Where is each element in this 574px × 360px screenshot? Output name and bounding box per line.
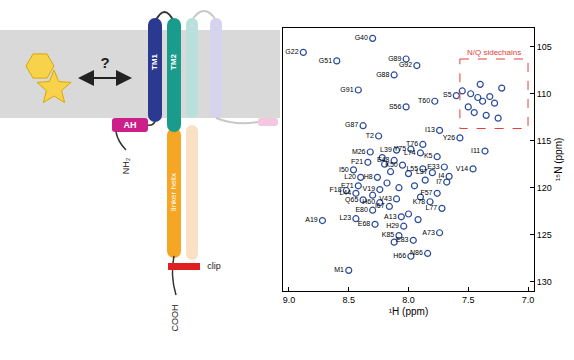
svg-text:G87: G87 bbox=[345, 121, 358, 128]
svg-text:H29: H29 bbox=[386, 222, 399, 229]
svg-text:I50: I50 bbox=[339, 166, 349, 173]
svg-text:H66: H66 bbox=[393, 252, 406, 259]
svg-text:M26: M26 bbox=[352, 148, 366, 155]
svg-text:¹H (ppm): ¹H (ppm) bbox=[389, 306, 428, 317]
svg-text:S56: S56 bbox=[389, 103, 402, 110]
svg-text:TM1: TM1 bbox=[150, 53, 159, 70]
svg-text:T60: T60 bbox=[418, 97, 430, 104]
svg-text:?: ? bbox=[100, 54, 109, 71]
svg-text:A73: A73 bbox=[422, 229, 435, 236]
svg-text:K78: K78 bbox=[413, 198, 426, 205]
svg-text:7.5: 7.5 bbox=[462, 295, 475, 305]
svg-text:V43: V43 bbox=[379, 195, 392, 202]
svg-text:I13: I13 bbox=[425, 126, 435, 133]
svg-text:V14: V14 bbox=[456, 165, 469, 172]
svg-text:L23: L23 bbox=[339, 214, 351, 221]
svg-text:H8: H8 bbox=[364, 173, 373, 180]
svg-text:I7: I7 bbox=[436, 178, 442, 185]
svg-text:N/Q sidechains: N/Q sidechains bbox=[467, 48, 521, 57]
svg-text:9.0: 9.0 bbox=[283, 295, 296, 305]
svg-text:N86: N86 bbox=[410, 249, 423, 256]
svg-text:125: 125 bbox=[537, 230, 552, 240]
svg-text:L20: L20 bbox=[344, 173, 356, 180]
svg-text:T2: T2 bbox=[366, 132, 374, 139]
svg-text:105: 105 bbox=[537, 42, 552, 52]
svg-text:G88: G88 bbox=[376, 71, 389, 78]
svg-text:E68: E68 bbox=[358, 220, 371, 227]
svg-text:K85: K85 bbox=[382, 231, 395, 238]
svg-text:E71: E71 bbox=[341, 182, 354, 189]
svg-text:E80: E80 bbox=[355, 206, 368, 213]
svg-text:L55: L55 bbox=[406, 165, 418, 172]
svg-text:clip: clip bbox=[207, 261, 221, 271]
svg-text:S5: S5 bbox=[443, 91, 452, 98]
svg-text:E48: E48 bbox=[377, 156, 390, 163]
svg-text:130: 130 bbox=[537, 277, 552, 287]
svg-text:H60: H60 bbox=[362, 198, 375, 205]
svg-text:7.0: 7.0 bbox=[522, 295, 535, 305]
svg-text:TM2: TM2 bbox=[169, 53, 178, 70]
svg-text:G92: G92 bbox=[399, 61, 412, 68]
svg-text:¹⁵N (ppm): ¹⁵N (ppm) bbox=[553, 138, 564, 182]
svg-text:L77: L77 bbox=[426, 204, 438, 211]
svg-text:Q65: Q65 bbox=[345, 196, 358, 204]
svg-text:G89: G89 bbox=[388, 55, 401, 62]
svg-text:L44: L44 bbox=[339, 189, 351, 196]
svg-text:V19: V19 bbox=[363, 185, 376, 192]
svg-text:8.5: 8.5 bbox=[342, 295, 355, 305]
svg-text:K5: K5 bbox=[424, 152, 433, 159]
svg-text:M1: M1 bbox=[334, 266, 344, 273]
svg-text:L39: L39 bbox=[380, 146, 392, 153]
svg-text:F18: F18 bbox=[330, 186, 342, 193]
svg-text:COOH: COOH bbox=[170, 305, 180, 332]
svg-text:110: 110 bbox=[537, 89, 551, 99]
svg-text:I67: I67 bbox=[375, 202, 385, 209]
svg-text:G51: G51 bbox=[319, 57, 332, 64]
svg-text:E33: E33 bbox=[427, 163, 440, 170]
svg-text:E83: E83 bbox=[396, 236, 409, 243]
svg-text:AH: AH bbox=[124, 120, 137, 130]
svg-text:NH₂: NH₂ bbox=[121, 157, 131, 174]
svg-text:I4: I4 bbox=[439, 172, 445, 179]
svg-text:L74: L74 bbox=[404, 149, 416, 156]
svg-text:I11: I11 bbox=[471, 147, 480, 154]
svg-text:F21: F21 bbox=[351, 158, 363, 165]
svg-text:Y75: Y75 bbox=[394, 145, 407, 152]
svg-text:K50: K50 bbox=[385, 161, 398, 168]
svg-text:8.0: 8.0 bbox=[402, 295, 415, 305]
svg-text:120: 120 bbox=[537, 183, 552, 193]
svg-text:L37: L37 bbox=[416, 168, 428, 175]
svg-text:linker helix: linker helix bbox=[169, 173, 178, 211]
svg-text:G91: G91 bbox=[340, 86, 353, 93]
svg-text:Y26: Y26 bbox=[443, 134, 456, 141]
svg-text:T76: T76 bbox=[406, 140, 418, 147]
svg-text:G22: G22 bbox=[285, 48, 298, 55]
svg-text:A13: A13 bbox=[384, 213, 397, 220]
svg-text:F57: F57 bbox=[420, 189, 432, 196]
svg-text:A19: A19 bbox=[305, 216, 318, 223]
svg-text:G40: G40 bbox=[355, 34, 368, 41]
svg-text:115: 115 bbox=[537, 136, 551, 146]
